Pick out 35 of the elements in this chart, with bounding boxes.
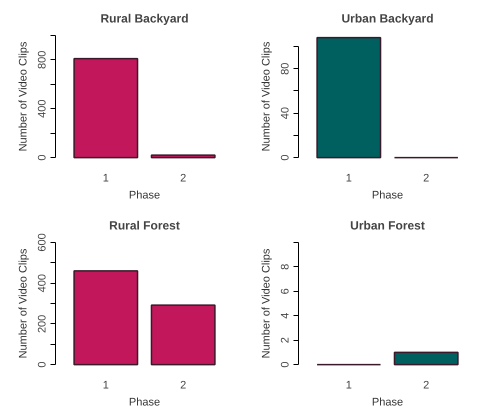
x-axis-title: Phase [128,190,160,202]
y-axis-title: Number of Video Clips [18,41,30,152]
y-axis-title: Number of Video Clips [260,41,272,152]
y-axis-title: Number of Video Clips [18,248,30,358]
y-tick-label: 0 [280,362,292,368]
y-tick-label: 400 [36,100,48,118]
y-tick-label: 0 [36,362,48,368]
x-tick-label: 2 [180,380,186,392]
x-tick-label: 1 [346,380,352,392]
y-tick-label: 40 [280,107,292,120]
x-tick-label: 1 [102,172,109,184]
y-tick-label: 0 [36,154,48,161]
x-tick-label: 1 [102,380,109,392]
y-tick-label: 800 [36,50,48,70]
x-tick-label: 2 [180,172,186,184]
y-tick-label: 80 [280,62,292,75]
y-axis-title: Number of Video Clips [260,248,272,358]
x-tick-label: 2 [423,380,430,392]
x-tick-label: 2 [423,172,430,184]
chart-title: Urban Forest [350,218,425,232]
chart-title: Urban Backyard [341,12,434,26]
y-tick-label: 400 [36,274,48,292]
y-tick-label: 200 [36,314,48,334]
y-tick-label: 8 [280,264,292,270]
chart-title: Rural Backyard [100,12,189,26]
y-tick-label: 6 [280,288,292,294]
y-tick-label: 0 [280,154,292,161]
x-axis-title: Phase [372,190,404,202]
y-tick-label: 600 [36,233,48,252]
chart-title: Rural Forest [109,218,180,232]
x-axis-title: Phase [372,396,404,408]
x-tick-label: 1 [346,172,352,184]
y-tick-label: 4 [280,312,292,319]
x-axis-title: Phase [128,396,160,408]
y-tick-label: 2 [280,337,292,344]
